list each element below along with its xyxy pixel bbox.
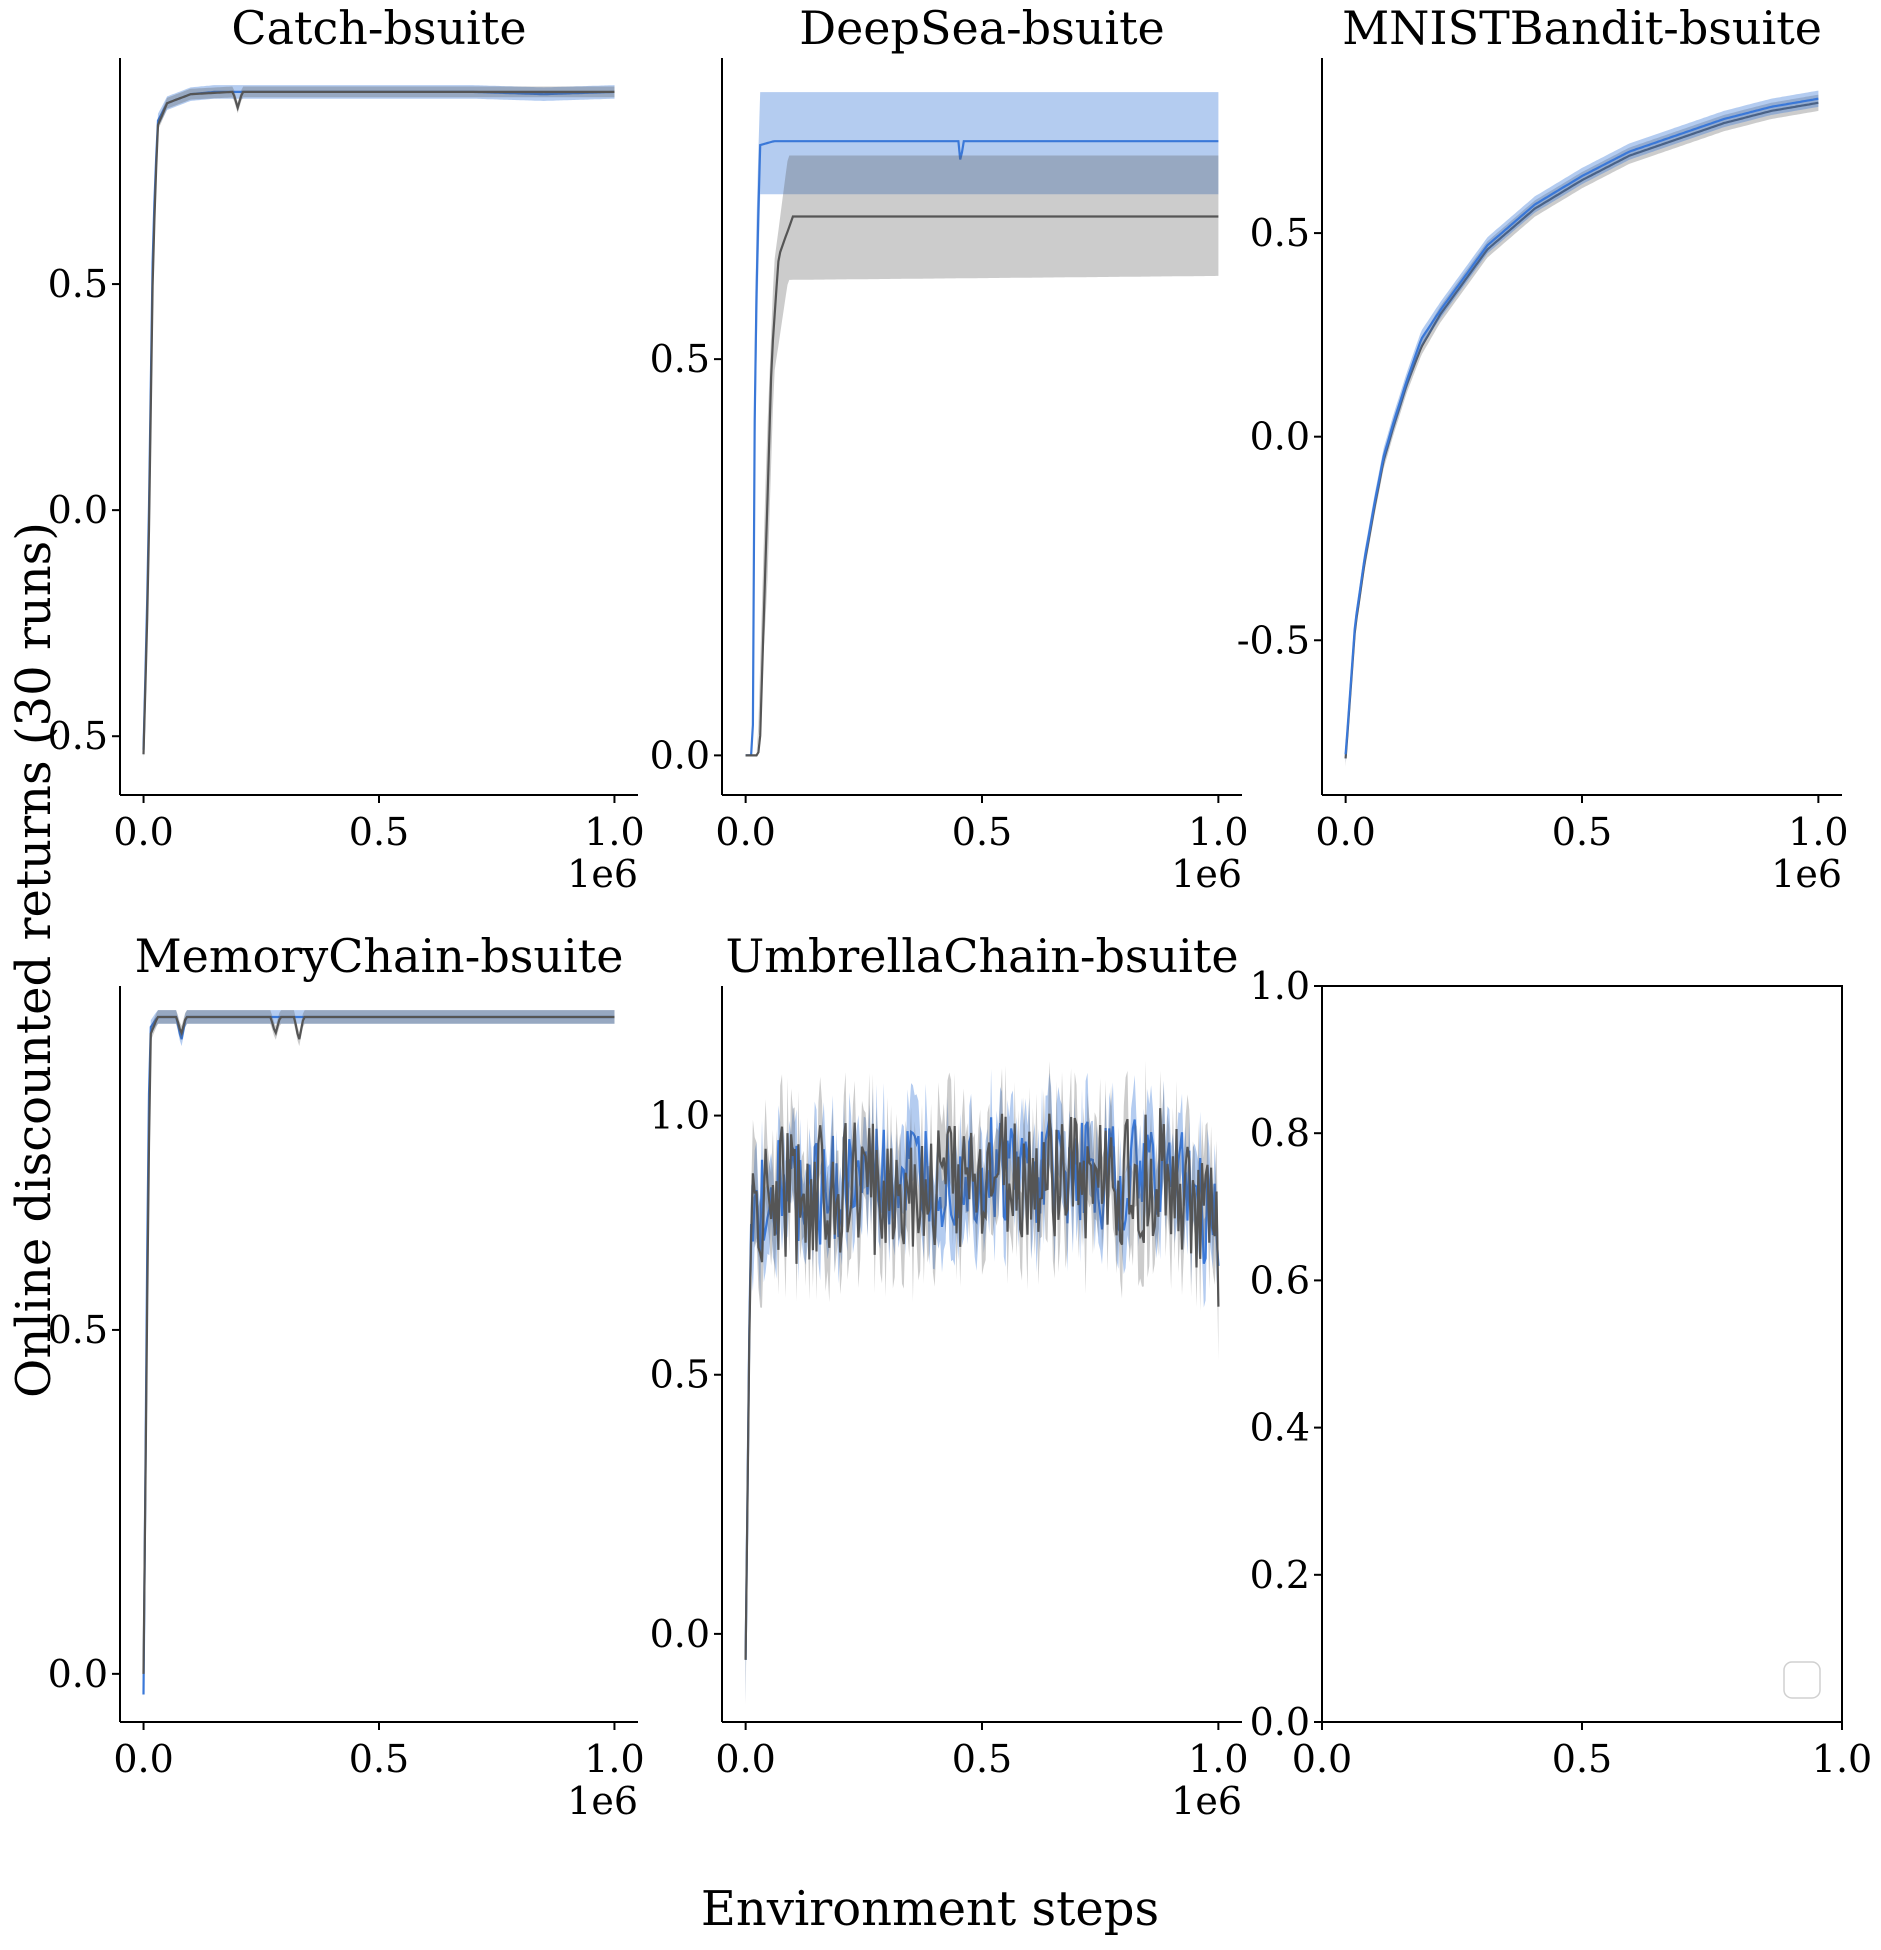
series-1-line	[1344, 101, 1819, 759]
plot-area	[745, 92, 1219, 757]
y-tick-label: 0.6	[1250, 1258, 1310, 1302]
x-tick-label: 0.0	[715, 810, 775, 854]
y-tick-label: 0.2	[1250, 1553, 1310, 1597]
x-multiplier-label: 1e6	[1771, 852, 1842, 896]
x-tick-label: 0.5	[349, 1737, 409, 1781]
y-tick-label: 0.0	[1250, 1700, 1310, 1744]
y-tick-label: 0.5	[48, 1308, 108, 1352]
legend-box	[1783, 1661, 1821, 1699]
y-tick-label: -0.5	[35, 714, 108, 758]
series-1-band	[745, 92, 1219, 756]
subplot-grid: 0.0 0.5 1.0 -0.5 0.0 0.5 1e6 Catch-bsuite 0.0 0.5…	[35, 1, 1873, 1823]
subplot-title: MNISTBandit-bsuite	[1342, 1, 1822, 55]
subplot-title: UmbrellaChain-bsuite	[725, 929, 1238, 983]
series-1-line	[142, 1015, 615, 1695]
figure-xlabel: Environment steps	[701, 1881, 1159, 1937]
plot-area	[744, 1060, 1220, 1705]
series-1-band	[143, 1010, 615, 1702]
x-tick-label: 0.0	[113, 1737, 173, 1781]
series-2-band	[143, 1010, 615, 1681]
series-2-band	[745, 155, 1219, 756]
x-multiplier-label: 1e6	[567, 852, 638, 896]
x-tick-label: 0.0	[1292, 1737, 1352, 1781]
y-tick-label: 1.0	[650, 1094, 710, 1138]
x-tick-label: 0.5	[1552, 810, 1612, 854]
subplot-4: 0.0 0.5 1.0 0.0 0.5 1e6 MemoryChain-bsuite	[48, 929, 645, 1823]
y-tick-label: 0.0	[1250, 415, 1310, 459]
x-tick-label: 0.5	[952, 810, 1012, 854]
series-2-line	[142, 90, 615, 755]
series-2-line	[744, 1108, 1220, 1660]
series-2-band	[1345, 90, 1819, 763]
plot-area	[142, 85, 615, 760]
subplot-title: DeepSea-bsuite	[799, 1, 1165, 55]
y-tick-label: 0.5	[650, 337, 710, 381]
x-multiplier-label: 1e6	[1171, 1779, 1242, 1823]
axes-frame	[1321, 985, 1843, 1723]
x-tick-label: 0.0	[1315, 810, 1375, 854]
x-tick-label: 0.0	[715, 1737, 775, 1781]
y-tick-label: 0.5	[650, 1353, 710, 1397]
x-tick-label: 1.0	[584, 1737, 644, 1781]
series-2-line	[745, 215, 1219, 757]
series-2-band	[143, 86, 615, 760]
series-1-line	[744, 1117, 1220, 1660]
x-tick-label: 0.5	[952, 1737, 1012, 1781]
y-tick-label: 0.0	[48, 488, 108, 532]
plot-area	[142, 1010, 615, 1702]
y-tick-label: 0.4	[1250, 1406, 1310, 1450]
plot-area	[1344, 90, 1819, 767]
y-tick-label: 0.0	[650, 733, 710, 777]
series-2-band	[745, 1060, 1219, 1705]
subplot-title: MemoryChain-bsuite	[135, 929, 624, 983]
x-tick-label: 0.0	[113, 810, 173, 854]
x-tick-label: 1.0	[584, 810, 644, 854]
series-1-band	[1345, 94, 1819, 767]
subplot-title: Catch-bsuite	[231, 1, 526, 55]
subplot-6: 0.0 0.5 1.0 0.0 0.2 0.4 0.6 0.8 1.0	[1250, 964, 1873, 1781]
subplot-2: 0.0 0.5 1.0 0.0 0.5 1e6 DeepSea-bsuite	[650, 1, 1249, 896]
y-tick-label: -0.5	[1237, 618, 1310, 662]
subplot-1: 0.0 0.5 1.0 -0.5 0.0 0.5 1e6 Catch-bsuite	[35, 1, 645, 896]
x-tick-label: 1.0	[1188, 1737, 1248, 1781]
subplot-3: 0.0 0.5 1.0 -0.5 0.0 0.5 1e6 MNISTBandit-bsuite	[1237, 1, 1849, 896]
x-tick-label: 1.0	[1188, 810, 1248, 854]
series-2-line	[1344, 97, 1819, 755]
figure-ylabel: Online discounted returns (30 runs)	[6, 522, 62, 1398]
x-tick-label: 0.5	[349, 810, 409, 854]
y-tick-label: 1.0	[1250, 964, 1310, 1008]
series-2-line	[142, 1015, 615, 1674]
y-tick-label: 0.5	[1250, 211, 1310, 255]
subplot-5: 0.0 0.5 1.00.00.51.01e6UmbrellaChain-bsuit…	[650, 929, 1249, 1823]
y-tick-label: 0.0	[48, 1652, 108, 1696]
y-tick-label: 0.5	[48, 262, 108, 306]
x-tick-label: 1.0	[1788, 810, 1848, 854]
series-1-band	[143, 85, 615, 757]
y-tick-label: 0.0	[650, 1612, 710, 1656]
x-multiplier-label: 1e6	[567, 1779, 638, 1823]
series-1-band	[745, 1068, 1219, 1703]
x-tick-label: 0.5	[1552, 1737, 1612, 1781]
y-tick-label: 0.8	[1250, 1111, 1310, 1155]
series-1-line	[142, 90, 615, 750]
x-tick-label: 1.0	[1812, 1737, 1872, 1781]
x-multiplier-label: 1e6	[1171, 852, 1242, 896]
series-1-line	[745, 140, 1219, 757]
